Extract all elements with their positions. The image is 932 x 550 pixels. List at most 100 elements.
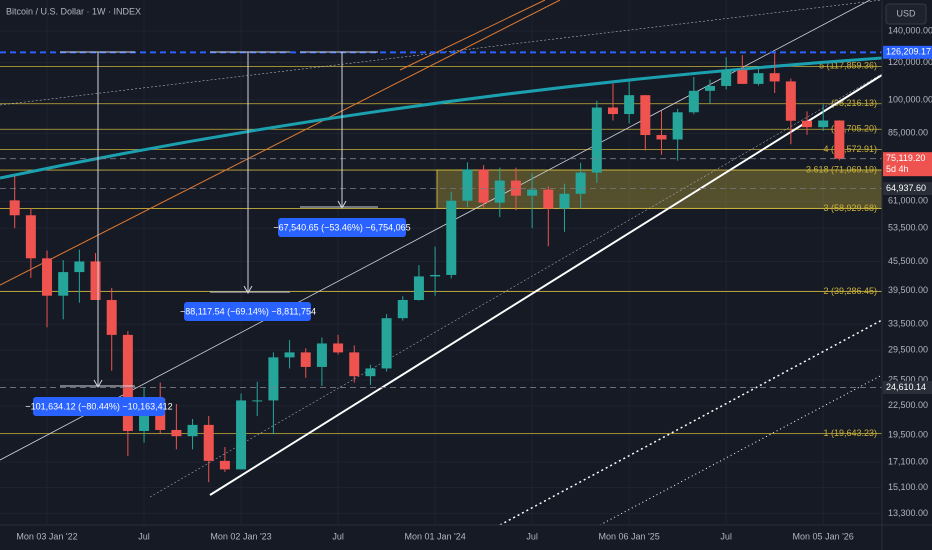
candle-body xyxy=(236,400,247,470)
candles xyxy=(9,52,845,483)
price-tag-label: 75,119.20 xyxy=(886,153,925,163)
x-tick-label: Mon 05 Jan '26 xyxy=(793,531,854,541)
candle-body xyxy=(785,81,796,121)
candle-body xyxy=(607,107,618,115)
y-tick-label: 100,000.00 xyxy=(888,94,932,104)
channel-line xyxy=(209,74,883,496)
candle-body xyxy=(365,368,376,377)
candle-body xyxy=(704,85,715,91)
candle-body xyxy=(252,400,263,402)
candle-body xyxy=(624,95,635,115)
candle-body xyxy=(478,169,489,203)
channel-line xyxy=(149,74,881,498)
channel-line xyxy=(499,319,883,526)
candle-body xyxy=(187,424,198,437)
arrow-head xyxy=(337,200,347,210)
x-tick-label: Jul xyxy=(526,531,538,541)
x-tick-label: Mon 02 Jan '23 xyxy=(210,531,271,541)
y-tick-label: 19,500.00 xyxy=(888,430,928,440)
level-label: 1 (19,643.23) xyxy=(823,428,877,438)
x-tick-label: Mon 06 Jan '25 xyxy=(599,531,660,541)
candle-body xyxy=(268,357,279,401)
y-tick-label: 120,000.00 xyxy=(888,57,932,67)
candle-body xyxy=(284,352,295,358)
y-tick-label: 22,500.00 xyxy=(888,400,928,410)
candle-body xyxy=(90,261,101,301)
price-tag xyxy=(883,152,932,177)
y-tick-label: 85,000.00 xyxy=(888,128,928,138)
y-tick-label: 140,000.00 xyxy=(888,25,932,35)
candle-body xyxy=(575,172,586,194)
candle-body xyxy=(591,107,602,173)
candle-body xyxy=(672,112,683,140)
measure-label: −101,634.12 (−80.44%) −10,163,412 xyxy=(25,401,172,411)
y-tick-label: 13,300.00 xyxy=(888,508,928,518)
candle-body xyxy=(640,95,651,136)
trend-line xyxy=(0,0,561,286)
price-lines xyxy=(0,51,882,388)
candle-body xyxy=(106,300,117,335)
measure-box xyxy=(33,397,165,416)
candle-body xyxy=(203,424,214,461)
candle-body xyxy=(74,261,85,273)
candle-body xyxy=(527,189,538,196)
price-axis xyxy=(882,0,932,550)
y-tick-label: 45,500.00 xyxy=(888,256,928,266)
x-tick-label: Jul xyxy=(138,531,150,541)
y-tick-label: 29,500.00 xyxy=(888,345,928,355)
measurements: −101,634.12 (−80.44%) −10,163,412 −88,11… xyxy=(25,51,411,416)
candle-body xyxy=(9,200,20,216)
price-tag xyxy=(883,182,932,196)
price-tag-label: 126,209.17 xyxy=(886,47,931,57)
candle-body xyxy=(543,189,554,209)
candle-body xyxy=(219,460,230,470)
y-tick-label: 53,500.00 xyxy=(888,223,928,233)
price-tag xyxy=(883,45,932,59)
candle-body xyxy=(42,258,53,296)
time-axis xyxy=(0,525,882,550)
candle-body xyxy=(834,120,845,159)
candle-body xyxy=(769,73,780,82)
y-tick-label: 61,000.00 xyxy=(888,196,928,206)
currency-label[interactable]: USD xyxy=(896,8,916,18)
x-tick-label: Mon 03 Jan '22 xyxy=(16,531,77,541)
candle-body xyxy=(413,276,424,301)
level-label: 3 (58,929.68) xyxy=(823,203,877,213)
candle-body xyxy=(446,200,457,275)
candle-body xyxy=(462,169,473,201)
candle-body xyxy=(721,70,732,86)
candle-body xyxy=(122,334,133,431)
level-label: 3.618 (71,069.19) xyxy=(806,164,877,174)
candle-body xyxy=(688,90,699,113)
candle-body xyxy=(430,274,441,277)
axes: 140,000.00 120,000.00 100,000.00 85,000.00 6… xyxy=(16,25,932,541)
candle-body xyxy=(656,135,667,140)
arrow-head xyxy=(243,285,253,295)
trend-line xyxy=(399,0,546,71)
y-tick-label: 39,500.00 xyxy=(888,285,928,295)
arrow-head xyxy=(93,379,103,389)
x-tick-label: Jul xyxy=(332,531,344,541)
candle-body xyxy=(818,120,829,128)
countdown-label: 5d 4h xyxy=(886,164,909,174)
candle-body xyxy=(559,193,570,209)
candle-body xyxy=(25,215,36,259)
price-tag xyxy=(883,380,932,394)
candle-body xyxy=(349,352,360,377)
candle-body xyxy=(494,180,505,203)
chart-title: Bitcoin / U.S. Dollar · 1W · INDEX xyxy=(6,6,141,16)
level-label: (86,705.20) xyxy=(831,124,877,134)
candle-body xyxy=(753,73,764,84)
y-tick-label: 33,500.00 xyxy=(888,319,928,329)
candle-body xyxy=(300,352,311,367)
curve-line xyxy=(0,56,883,180)
candle-body xyxy=(802,120,813,128)
measure-box xyxy=(184,302,311,321)
y-tick-label: 25,500.00 xyxy=(888,375,928,385)
level-label: 2 (39,286.45) xyxy=(823,286,877,296)
level-label: 5 (117,859.36) xyxy=(819,61,877,71)
price-tag-label: 24,610.14 xyxy=(886,382,926,392)
currency-button[interactable] xyxy=(885,3,927,25)
